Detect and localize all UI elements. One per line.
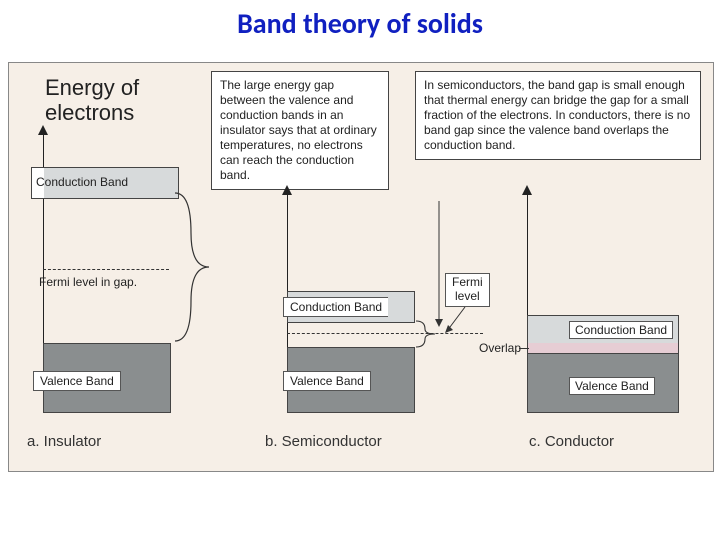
panel-b-caption: b. Semiconductor — [265, 433, 382, 450]
conduction-band-c-label: Conduction Band — [569, 321, 673, 339]
valence-band-c-label: Valence Band — [569, 377, 655, 395]
overlap-pointer — [519, 348, 529, 349]
conduction-band-b-label: Conduction Band — [283, 297, 388, 317]
fermi-level-box: Fermi level — [445, 273, 490, 307]
axis-a-arrow — [38, 125, 48, 135]
page-title: Band theory of solids — [0, 6, 720, 41]
callout-semiconductor-conductor: In semiconductors, the band gap is small… — [415, 71, 701, 160]
panel-c-caption: c. Conductor — [529, 433, 614, 450]
valence-band-a-label: Valence Band — [33, 371, 121, 391]
fermi-line-a — [43, 269, 169, 270]
figure-container: Energy of electrons The large energy gap… — [8, 62, 714, 472]
overlap-band-c — [527, 343, 679, 353]
panel-a-caption: a. Insulator — [27, 433, 101, 450]
axis-c-arrow — [522, 185, 532, 195]
callout-insulator: The large energy gap between the valence… — [211, 71, 389, 190]
energy-axis-label: Energy of electrons — [45, 75, 139, 126]
axis-b-arrow — [282, 185, 292, 195]
valence-band-b-label: Valence Band — [283, 371, 371, 391]
conduction-band-a-label: Conduction Band — [36, 175, 128, 189]
brace-insulator — [169, 183, 215, 351]
fermi-label-a: Fermi level in gap. — [39, 275, 137, 289]
fermi-level-pointer — [441, 303, 491, 337]
conduction-band-a-outline: Conduction Band — [31, 167, 179, 199]
overlap-label: Overlap — [479, 341, 521, 355]
